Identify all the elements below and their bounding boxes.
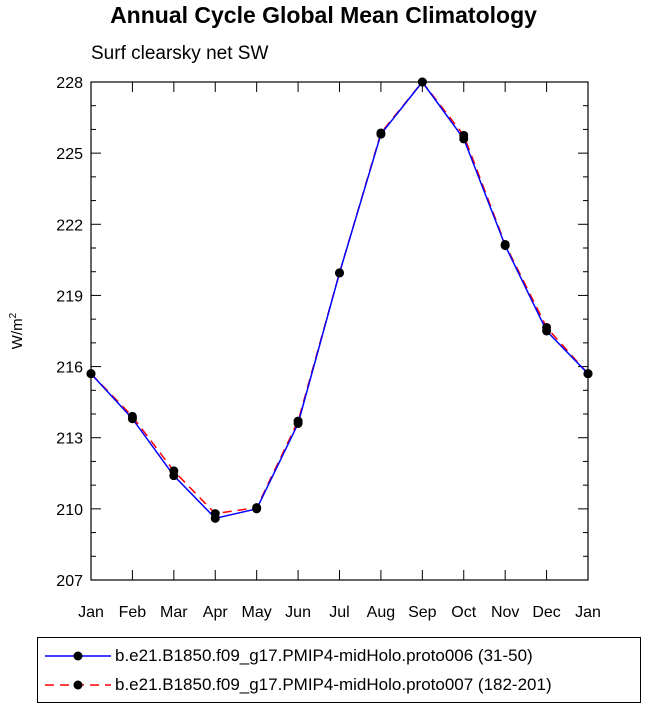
- series-2-point: [169, 466, 179, 476]
- series-line-2: [90, 80, 589, 515]
- series-2-point: [376, 128, 386, 138]
- x-tick-label: Jun: [285, 604, 311, 621]
- series-line-1: [90, 80, 589, 520]
- y-tick-label: 213: [56, 431, 83, 448]
- series-2-point: [417, 77, 427, 87]
- x-tick-label: Nov: [491, 604, 519, 621]
- legend-label-2: b.e21.B1850.f09_g17.PMIP4-midHolo.proto0…: [115, 675, 552, 694]
- legend-label-1: b.e21.B1850.f09_g17.PMIP4-midHolo.proto0…: [115, 646, 533, 665]
- x-tick-label: Jan: [575, 604, 601, 621]
- x-tick-label: Apr: [203, 604, 229, 621]
- legend: b.e21.B1850.f09_g17.PMIP4-midHolo.proto0…: [37, 637, 641, 703]
- y-axis-label-unit: W/m: [9, 318, 26, 349]
- chart-title: Annual Cycle Global Mean Climatology: [110, 2, 537, 28]
- x-tick-label: Sep: [408, 604, 437, 621]
- x-tick-label: Jul: [329, 604, 349, 621]
- series-2-point: [542, 322, 552, 332]
- y-tick-label: 222: [56, 217, 83, 234]
- series-2-point: [210, 509, 220, 519]
- series-2-point: [293, 416, 303, 426]
- y-tick-label: 228: [56, 75, 83, 92]
- y-axis-label-exponent: 2: [8, 312, 19, 318]
- series-2-point: [127, 411, 137, 421]
- series-2-point: [500, 239, 510, 249]
- x-tick-label: Mar: [160, 604, 188, 621]
- series-2-point: [459, 130, 469, 140]
- y-tick-label: 216: [56, 360, 83, 377]
- legend-entry-1: b.e21.B1850.f09_g17.PMIP4-midHolo.proto0…: [38, 642, 638, 670]
- legend-swatch-1: [45, 651, 111, 661]
- x-tick-label: Jan: [78, 604, 104, 621]
- y-tick-label: 210: [56, 502, 83, 519]
- x-tick-label: May: [242, 604, 272, 621]
- x-tick-label: Feb: [119, 604, 147, 621]
- chart-subtitle: Surf clearsky net SW: [91, 43, 269, 64]
- x-tick-label: Oct: [451, 604, 476, 621]
- y-tick-label: 207: [56, 573, 83, 590]
- series-2-point: [86, 369, 96, 379]
- legend-entry-2: b.e21.B1850.f09_g17.PMIP4-midHolo.proto0…: [38, 671, 638, 699]
- series-2-point: [252, 503, 262, 513]
- line-chart: 207 210 213 216 219 222 225 228 Jan Feb Mar Apr May…: [8, 75, 601, 621]
- legend-swatch-2: [45, 680, 111, 690]
- series-2-point: [583, 369, 593, 379]
- y-tick-label: 225: [56, 146, 83, 163]
- y-axis-label: W/m2: [8, 312, 26, 349]
- series-2-point: [335, 268, 344, 278]
- y-tick-label: 219: [56, 288, 83, 305]
- plot-frame: [90, 81, 589, 581]
- x-tick-label: Aug: [367, 604, 395, 621]
- x-tick-label: Dec: [532, 604, 560, 621]
